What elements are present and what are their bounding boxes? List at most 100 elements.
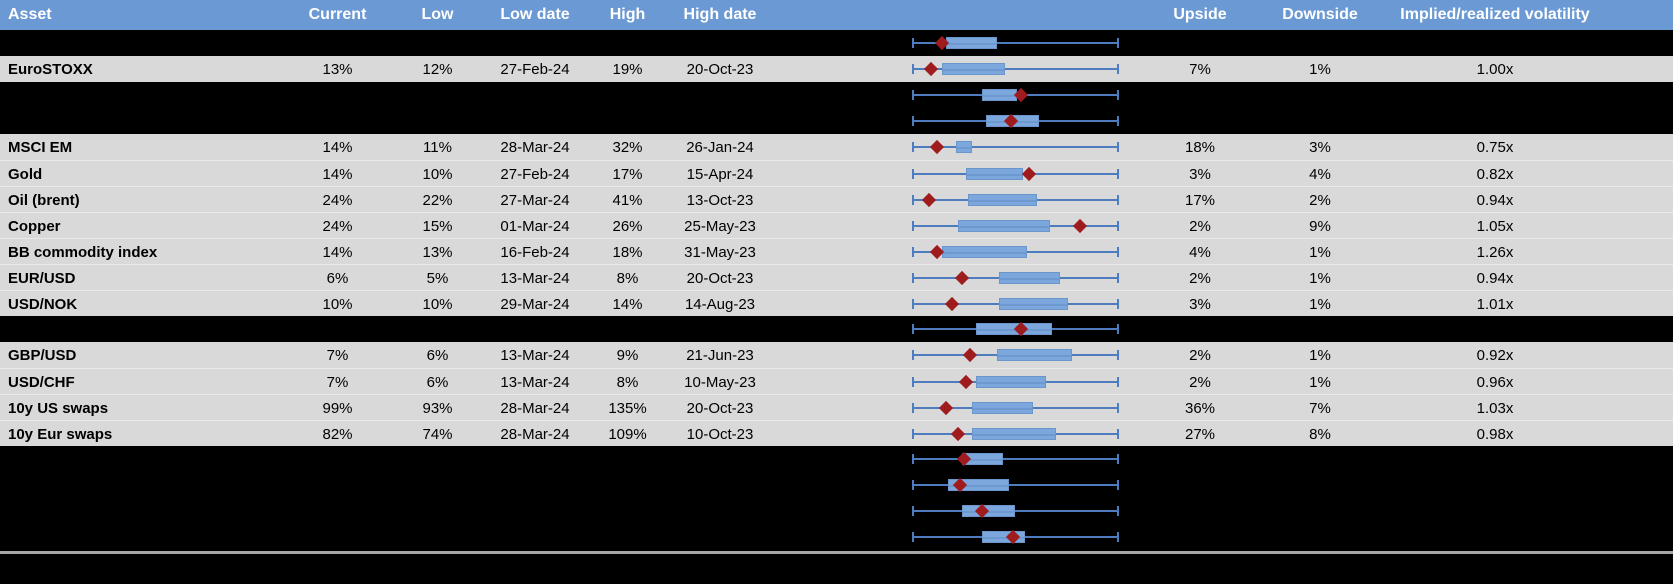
cell-low[interactable]: 93% (422, 399, 453, 417)
cell-high-date[interactable]: 26-Jan-24 (686, 138, 754, 156)
cell-low-date[interactable]: 28-Mar-24 (500, 138, 570, 156)
cell-low-date[interactable]: 13-Mar-24 (500, 346, 570, 364)
cell-implied-realized[interactable]: 0.75x (1476, 138, 1514, 156)
table-row[interactable] (0, 524, 1673, 550)
cell-high-date[interactable]: 14-Aug-23 (684, 295, 756, 313)
cell-downside[interactable]: 1% (1309, 269, 1331, 287)
cell-implied-realized[interactable]: 0.94x (1476, 269, 1514, 287)
cell-high-date[interactable]: 10-May-23 (684, 373, 756, 391)
table-row[interactable]: 10y US swaps 99% 93% 28-Mar-24 135% 20-O… (0, 394, 1673, 420)
cell-upside[interactable]: 27% (1184, 425, 1216, 443)
cell-upside[interactable]: 17% (1184, 191, 1216, 209)
table-row[interactable] (0, 316, 1673, 342)
cell-upside[interactable]: 7% (1189, 60, 1211, 78)
cell-downside[interactable]: 4% (1309, 165, 1331, 183)
cell-high[interactable]: 14% (612, 295, 643, 313)
cell-upside[interactable]: 2% (1189, 346, 1211, 364)
table-row[interactable]: Oil (brent) 24% 22% 27-Mar-24 41% 13-Oct… (0, 186, 1673, 212)
cell-current[interactable]: 82% (322, 425, 353, 443)
cell-high[interactable]: 26% (612, 217, 643, 235)
cell-current[interactable]: 6% (326, 269, 349, 287)
cell-low[interactable]: 6% (426, 373, 449, 391)
cell-downside[interactable]: 9% (1309, 217, 1331, 235)
column-header-low-date[interactable]: Low date (500, 6, 570, 23)
cell-implied-realized[interactable]: 1.05x (1476, 217, 1514, 235)
cell-upside[interactable]: 4% (1189, 243, 1211, 261)
cell-high[interactable]: 19% (612, 60, 643, 78)
column-header-asset[interactable]: Asset (8, 6, 52, 23)
cell-high-date[interactable]: 21-Jun-23 (686, 346, 754, 364)
cell-low-date[interactable]: 29-Mar-24 (500, 295, 570, 313)
table-row[interactable] (0, 472, 1673, 498)
table-row[interactable] (0, 446, 1673, 472)
cell-upside[interactable]: 18% (1184, 138, 1216, 156)
column-header-downside[interactable]: Downside (1282, 6, 1358, 23)
cell-high-date[interactable]: 20-Oct-23 (686, 399, 754, 417)
cell-current[interactable]: 24% (322, 191, 353, 209)
cell-asset[interactable]: 10y US swaps (8, 399, 109, 417)
cell-asset[interactable]: BB commodity index (8, 243, 158, 261)
cell-low-date[interactable]: 27-Mar-24 (500, 191, 570, 209)
table-row[interactable] (0, 108, 1673, 134)
table-row[interactable]: Gold 14% 10% 27-Feb-24 17% 15-Apr-24 3% … (0, 160, 1673, 186)
cell-low-date[interactable]: 28-Mar-24 (500, 425, 570, 443)
column-header-current[interactable]: Current (308, 6, 367, 23)
cell-downside[interactable]: 2% (1309, 191, 1331, 209)
cell-current[interactable]: 10% (322, 295, 353, 313)
cell-high-date[interactable]: 25-May-23 (684, 217, 756, 235)
cell-high[interactable]: 109% (608, 425, 647, 443)
cell-high[interactable]: 18% (612, 243, 643, 261)
column-header-implied-realized[interactable]: Implied/realized volatility (1400, 6, 1590, 23)
column-header-high[interactable]: High (609, 6, 646, 23)
table-row[interactable]: EuroSTOXX 13% 12% 27-Feb-24 19% 20-Oct-2… (0, 56, 1673, 82)
cell-current[interactable]: 14% (322, 165, 353, 183)
cell-low[interactable]: 11% (423, 138, 452, 156)
cell-downside[interactable]: 3% (1309, 138, 1331, 156)
cell-low-date[interactable]: 27-Feb-24 (500, 165, 570, 183)
cell-implied-realized[interactable]: 0.96x (1476, 373, 1514, 391)
cell-high[interactable]: 135% (608, 399, 647, 417)
cell-high-date[interactable]: 10-Oct-23 (686, 425, 754, 443)
cell-current[interactable]: 14% (322, 243, 353, 261)
cell-implied-realized[interactable]: 1.01x (1476, 295, 1514, 313)
cell-downside[interactable]: 1% (1309, 346, 1331, 364)
column-header-high-date[interactable]: High date (683, 6, 757, 23)
cell-upside[interactable]: 3% (1189, 165, 1211, 183)
table-row[interactable]: USD/NOK 10% 10% 29-Mar-24 14% 14-Aug-23 … (0, 290, 1673, 316)
cell-implied-realized[interactable]: 0.94x (1476, 191, 1514, 209)
cell-downside[interactable]: 1% (1309, 60, 1331, 78)
column-header-low[interactable]: Low (421, 6, 454, 23)
cell-current[interactable]: 13% (322, 60, 353, 78)
cell-low-date[interactable]: 27-Feb-24 (500, 60, 570, 78)
cell-asset[interactable]: USD/NOK (8, 295, 78, 313)
cell-high-date[interactable]: 31-May-23 (684, 243, 756, 261)
cell-upside[interactable]: 2% (1189, 217, 1211, 235)
cell-asset[interactable]: GBP/USD (8, 346, 77, 364)
cell-high[interactable]: 32% (612, 138, 643, 156)
cell-downside[interactable]: 7% (1309, 399, 1331, 417)
table-row[interactable] (0, 30, 1673, 56)
cell-implied-realized[interactable]: 0.92x (1476, 346, 1514, 364)
cell-high[interactable]: 8% (616, 269, 639, 287)
cell-low[interactable]: 15% (422, 217, 453, 235)
cell-current[interactable]: 99% (322, 399, 353, 417)
cell-upside[interactable]: 3% (1189, 295, 1211, 313)
table-row[interactable]: MSCI EM 14% 11% 28-Mar-24 32% 26-Jan-24 … (0, 134, 1673, 160)
cell-low[interactable]: 10% (422, 165, 453, 183)
cell-current[interactable]: 14% (322, 138, 353, 156)
cell-asset[interactable]: 10y Eur swaps (8, 425, 113, 443)
cell-low-date[interactable]: 13-Mar-24 (500, 373, 570, 391)
cell-implied-realized[interactable]: 1.00x (1476, 60, 1514, 78)
cell-implied-realized[interactable]: 1.03x (1476, 399, 1514, 417)
cell-high[interactable]: 17% (612, 165, 643, 183)
cell-asset[interactable]: Copper (8, 217, 61, 235)
cell-upside[interactable]: 2% (1189, 373, 1211, 391)
cell-upside[interactable]: 2% (1189, 269, 1211, 287)
cell-upside[interactable]: 36% (1184, 399, 1216, 417)
table-row[interactable]: GBP/USD 7% 6% 13-Mar-24 9% 21-Jun-23 2% … (0, 342, 1673, 368)
cell-low[interactable]: 5% (426, 269, 449, 287)
cell-low-date[interactable]: 01-Mar-24 (500, 217, 570, 235)
cell-implied-realized[interactable]: 1.26x (1476, 243, 1514, 261)
table-row[interactable]: Copper 24% 15% 01-Mar-24 26% 25-May-23 2… (0, 212, 1673, 238)
table-row[interactable]: BB commodity index 14% 13% 16-Feb-24 18%… (0, 238, 1673, 264)
